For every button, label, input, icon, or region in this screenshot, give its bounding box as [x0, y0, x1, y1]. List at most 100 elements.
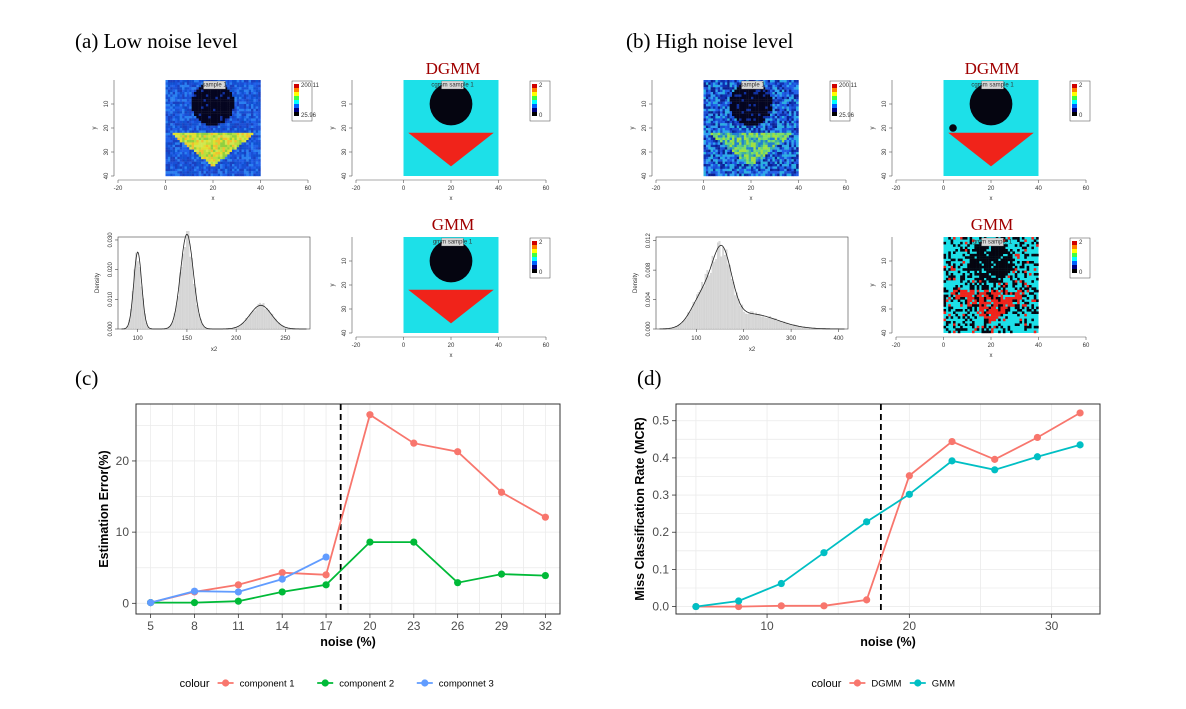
noisy-cell	[710, 130, 714, 133]
noisy-cell	[213, 144, 216, 148]
noisy-cell	[251, 123, 254, 126]
noisy-cell	[239, 166, 242, 169]
segmentation-cell	[1019, 318, 1023, 322]
segmentation-cell	[948, 261, 951, 264]
noisy-cell	[191, 168, 195, 172]
segmentation-cell	[1000, 311, 1004, 314]
segmentation-cell	[943, 304, 947, 307]
noisy-cell	[251, 159, 254, 162]
noisy-cell	[789, 161, 792, 165]
noisy-cell	[196, 125, 199, 129]
noisy-cell	[215, 106, 218, 109]
noisy-cell	[177, 132, 180, 136]
noisy-cell	[222, 161, 226, 165]
noisy-cell	[189, 120, 192, 124]
noisy-cell	[241, 135, 245, 138]
segmentation-cell	[957, 244, 961, 247]
noisy-cell	[248, 156, 252, 160]
noisy-cell	[241, 149, 245, 153]
noisy-cell	[784, 152, 787, 155]
noisy-cell	[246, 82, 249, 85]
segmentation-cell	[981, 304, 985, 307]
noisy-cell	[739, 111, 742, 114]
noisy-cell	[258, 130, 261, 133]
noisy-cell	[227, 161, 230, 165]
noisy-cell	[727, 130, 730, 133]
noisy-cell	[739, 84, 742, 88]
noisy-cell	[746, 92, 749, 95]
noisy-cell	[196, 166, 199, 169]
noisy-cell	[736, 118, 740, 121]
segmentation-cell	[1007, 304, 1011, 307]
y-tick-label: 0.1	[652, 562, 669, 576]
noisy-cell	[732, 168, 735, 172]
noisy-cell	[755, 130, 759, 133]
noisy-cell	[779, 82, 783, 85]
noisy-cell	[205, 130, 209, 133]
noisy-cell	[186, 137, 190, 141]
histogram-bar	[269, 313, 272, 330]
noisy-cell	[177, 118, 180, 121]
noisy-cell	[758, 120, 761, 124]
segmentation-cell	[943, 268, 947, 271]
noisy-cell	[172, 156, 176, 160]
segmentation-cell	[1002, 263, 1006, 266]
histogram-bar	[778, 320, 780, 330]
segmentation-cell	[993, 294, 996, 298]
noisy-cell	[796, 92, 799, 95]
segmentation-cell	[979, 294, 982, 298]
noisy-cell	[175, 113, 178, 117]
noisy-cell	[767, 125, 771, 129]
noisy-cell	[234, 120, 237, 124]
segmentation-cell	[995, 265, 999, 269]
segmentation-cell	[991, 251, 994, 254]
segmentation-cell	[993, 277, 996, 281]
noisy-cell	[255, 96, 259, 100]
segmentation-cell	[974, 309, 977, 312]
segmentation-cell	[1021, 285, 1025, 288]
noisy-cell	[741, 168, 745, 172]
segmentation-cell	[1000, 268, 1004, 271]
noisy-cell	[767, 132, 771, 136]
noisy-cell	[708, 161, 711, 165]
noisy-cell	[793, 173, 797, 177]
noisy-cell	[791, 89, 794, 93]
noisy-cell	[191, 147, 195, 150]
noisy-cell	[781, 149, 785, 153]
segmentation-cell	[988, 256, 992, 259]
segmentation-cell	[1029, 285, 1032, 288]
noisy-cell	[246, 113, 249, 117]
noisy-cell	[786, 116, 790, 119]
noisy-cell	[720, 116, 723, 119]
segmentation-cell	[1005, 263, 1008, 266]
noisy-cell	[772, 132, 775, 136]
noisy-cell	[198, 173, 202, 177]
noisy-cell	[753, 152, 756, 155]
noisy-cell	[208, 156, 211, 160]
segmentation-cell	[995, 297, 999, 300]
segmentation-cell	[1012, 270, 1015, 274]
noisy-cell	[779, 130, 783, 133]
noisy-cell	[746, 120, 749, 124]
noisy-cell	[741, 130, 745, 133]
noisy-cell	[232, 132, 235, 136]
segmentation-cell	[979, 297, 982, 300]
segmentation-cell	[972, 258, 975, 262]
segmentation-cell	[969, 289, 973, 293]
noisy-cell	[786, 106, 790, 109]
noisy-cell	[258, 118, 261, 121]
noisy-cell	[708, 120, 711, 124]
noisy-cell	[255, 149, 259, 153]
histogram-bar	[710, 272, 712, 330]
noisy-cell	[220, 147, 223, 150]
noisy-cell	[791, 168, 794, 172]
noisy-cell	[767, 156, 771, 160]
x-tick-label: 40	[1035, 343, 1042, 349]
sample-tag-label: cgmm sample 1	[431, 83, 474, 89]
noisy-cell	[727, 144, 730, 148]
noisy-cell	[779, 164, 783, 167]
x-axis-label: x	[450, 353, 453, 359]
noisy-cell	[781, 128, 785, 131]
noisy-cell	[215, 128, 218, 131]
noisy-cell	[715, 120, 718, 124]
